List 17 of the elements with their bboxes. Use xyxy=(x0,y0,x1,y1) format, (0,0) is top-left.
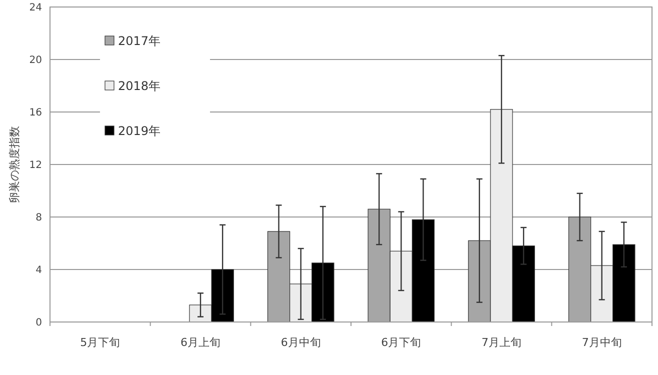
x-tick-label: 7月上旬 xyxy=(482,336,522,349)
x-tick-label: 6月中旬 xyxy=(280,336,321,349)
y-tick-label: 12 xyxy=(29,160,42,171)
legend-label: 2019年 xyxy=(118,124,161,138)
y-tick-label: 0 xyxy=(36,318,42,328)
y-tick-label: 16 xyxy=(29,108,42,118)
x-tick-label: 6月下旬 xyxy=(381,336,422,349)
y-tick-label: 8 xyxy=(36,212,42,224)
x-tick-label: 6月上旬 xyxy=(180,336,220,349)
x-tick-label: 7月中旬 xyxy=(582,336,622,349)
y-tick-label: 24 xyxy=(29,2,42,14)
y-axis-title: 卵巣の熟度指数 xyxy=(8,126,21,203)
legend-label: 2018年 xyxy=(118,79,161,94)
x-tick-label: 5月下旬 xyxy=(80,336,120,349)
y-tick-label: 4 xyxy=(36,265,42,276)
y-tick-label: 20 xyxy=(29,55,42,66)
legend-label: 2017年 xyxy=(118,34,161,48)
